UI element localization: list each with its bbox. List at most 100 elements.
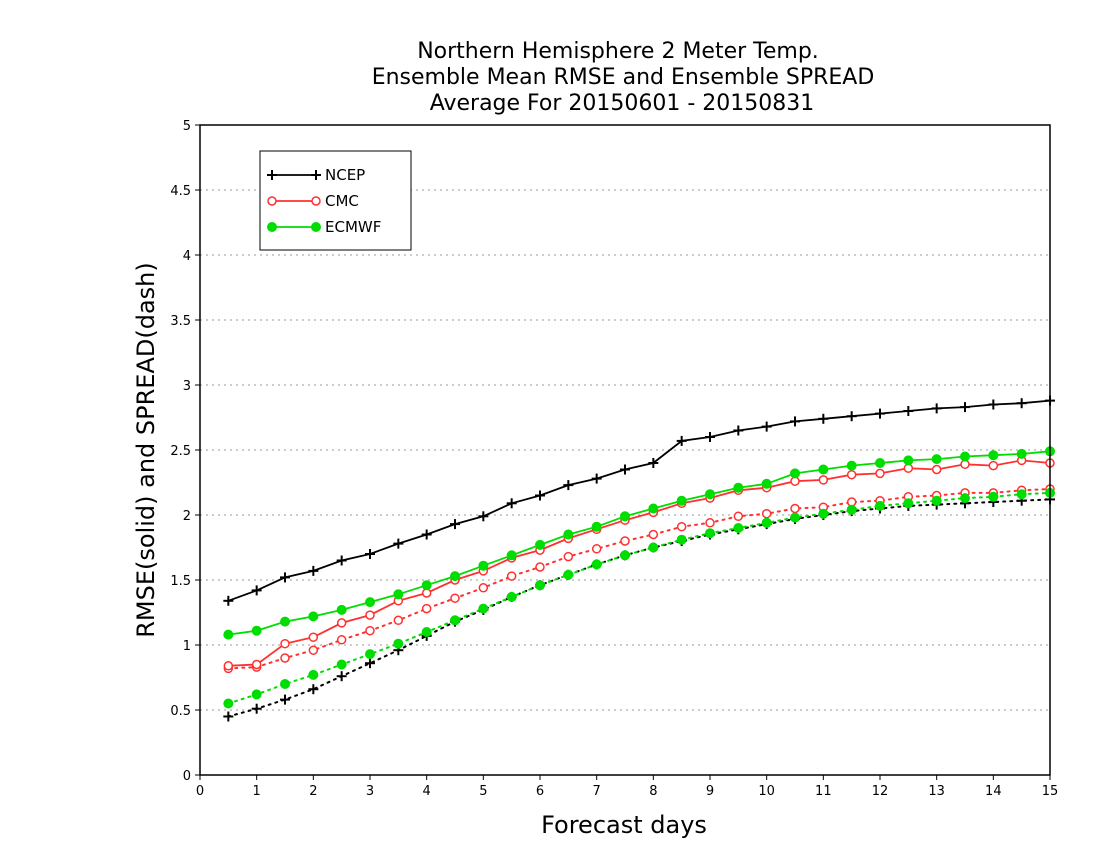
ecmwf-spread-point [563, 569, 574, 580]
ecmwf-rmse-point [535, 539, 545, 550]
ncep-spread-point [223, 711, 234, 722]
cmc-rmse-point [931, 464, 942, 475]
cmc-rmse-point [846, 469, 857, 480]
ecmwf-spread-point [846, 504, 857, 515]
ncep-rmse-point [421, 529, 432, 540]
ncep-spread-point [365, 658, 375, 669]
ncep-rmse-point [903, 406, 914, 416]
ncep-spread-point [336, 671, 347, 682]
ecmwf-rmse-point [705, 489, 715, 500]
ecmwf-spread-point [790, 512, 800, 523]
ncep-rmse-point [336, 555, 347, 566]
ecmwf-rmse-point [591, 521, 602, 532]
y-tick-label: 1.5 [170, 574, 191, 589]
ncep-rmse-point [846, 411, 857, 422]
ecmwf-spread-point [620, 550, 630, 561]
ecmwf-rmse-point [761, 478, 772, 489]
ncep-rmse-point [365, 549, 375, 559]
ecmwf-spread-point [733, 523, 744, 533]
legend-marker-ecmwf [267, 222, 277, 232]
ncep-rmse-point [591, 473, 602, 484]
chart-title-line-3: Average For 20150601 - 20150831 [430, 91, 815, 116]
cmc-rmse-point [336, 618, 347, 628]
cmc-spread-point [421, 603, 432, 614]
ecmwf-spread-point [931, 495, 942, 506]
cmc-spread-point [620, 536, 630, 546]
chart-title: Northern Hemisphere 2 Meter Temp. Ensemb… [372, 39, 875, 116]
x-tick-label: 12 [872, 784, 889, 799]
ncep-rmse-point [280, 572, 290, 583]
legend-item-ncep: NCEP [267, 166, 365, 184]
ecmwf-rmse-point [1016, 448, 1027, 459]
ncep-rmse-point [875, 408, 885, 419]
ecmwf-rmse-point [960, 451, 970, 462]
ncep-rmse-point [478, 511, 489, 522]
ecmwf-rmse-point [988, 450, 999, 461]
x-tick-label: 6 [536, 784, 544, 799]
y-tick-label: 0.5 [170, 704, 191, 719]
cmc-spread-point [450, 593, 460, 603]
ecmwf-rmse-point [251, 625, 262, 636]
y-tick-label: 2 [183, 509, 191, 524]
x-tick-label: 9 [706, 784, 714, 799]
ecmwf-rmse-point [478, 560, 489, 571]
chart-title-line-2: Ensemble Mean RMSE and Ensemble SPREAD [372, 65, 875, 90]
cmc-spread-point [591, 544, 602, 554]
ncep-rmse-point [620, 464, 630, 475]
ncep-rmse-point [1016, 398, 1027, 409]
chart-title-line-1: Northern Hemisphere 2 Meter Temp. [417, 39, 819, 64]
cmc-spread-point [506, 571, 517, 581]
ecmwf-spread-point [336, 659, 347, 670]
cmc-spread-point [336, 635, 347, 645]
ncep-rmse-point [960, 402, 970, 413]
cmc-rmse-point [903, 463, 914, 473]
ecmwf-rmse-point [790, 468, 800, 479]
y-tick-label: 0 [183, 769, 191, 784]
x-tick-label: 0 [196, 784, 204, 799]
ncep-rmse-point [733, 425, 744, 436]
ecmwf-spread-point [1016, 489, 1027, 500]
cmc-rmse-line [227, 459, 1051, 667]
ecmwf-rmse-line [227, 450, 1051, 636]
ncep-rmse-point [988, 399, 999, 410]
legend-item-ecmwf: ECMWF [267, 218, 381, 236]
ecmwf-spread-point [223, 698, 234, 709]
ecmwf-rmse-point [421, 580, 432, 591]
legend-marker-ecmwf [311, 222, 321, 232]
ecmwf-spread-point [591, 559, 602, 570]
ecmwf-spread-point [818, 508, 829, 519]
ecmwf-rmse-point [308, 611, 319, 622]
ecmwf-rmse-point [393, 589, 404, 600]
ecmwf-rmse-point [931, 454, 942, 465]
y-tick-label: 2.5 [170, 444, 191, 459]
ecmwf-spread-point [308, 669, 319, 680]
ncep-rmse-point [648, 458, 659, 468]
x-axis-title: Forecast days [541, 811, 707, 839]
ecmwf-rmse-point [223, 629, 234, 640]
ecmwf-spread-point [535, 580, 545, 591]
ncep-rmse-point [506, 498, 517, 509]
ncep-rmse-point [705, 432, 715, 442]
ecmwf-rmse-point [846, 460, 857, 471]
ncep-rmse-point [223, 595, 234, 606]
ncep-rmse-point [931, 403, 942, 414]
x-tick-label: 2 [309, 784, 317, 799]
x-tick-label: 15 [1042, 784, 1059, 799]
ecmwf-spread-point [280, 679, 290, 689]
legend-marker-cmc [267, 196, 277, 206]
legend-label-ncep: NCEP [325, 166, 365, 184]
ecmwf-spread-line [227, 491, 1051, 705]
legend-marker-ncep [311, 170, 321, 180]
ecmwf-rmse-point [676, 495, 687, 506]
cmc-spread-point [393, 615, 404, 626]
cmc-rmse-point [365, 610, 375, 620]
ecmwf-spread-point [450, 615, 460, 626]
cmc-rmse-point [308, 632, 319, 642]
ncep-rmse-point [818, 413, 829, 424]
x-tick-label: 13 [928, 784, 945, 799]
ncep-rmse-point [393, 538, 404, 549]
ncep-rmse-point [251, 585, 262, 596]
ecmwf-spread-point [648, 542, 659, 553]
ecmwf-rmse-point [336, 604, 347, 615]
